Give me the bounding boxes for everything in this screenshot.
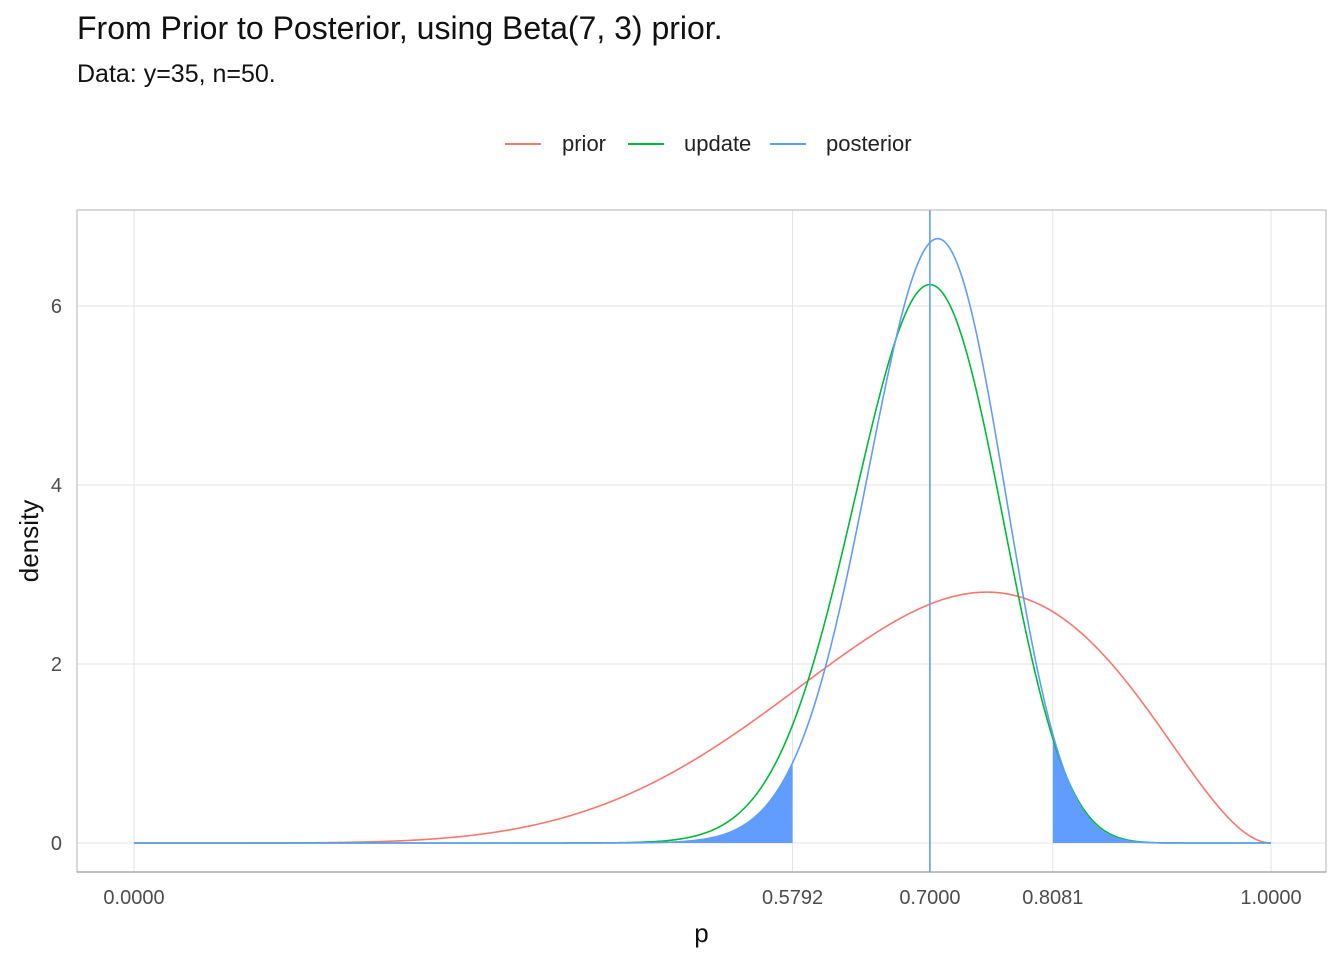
legend-label-posterior: posterior xyxy=(826,131,912,156)
x-axis-title: p xyxy=(694,918,708,948)
series-lines xyxy=(134,210,1272,872)
chart-subtitle: Data: y=35, n=50. xyxy=(77,60,276,88)
x-tick-label: 0.0000 xyxy=(103,887,164,909)
series-line-prior xyxy=(134,591,1272,844)
x-tick-label: 0.7000 xyxy=(899,887,960,909)
lower-tail-area xyxy=(134,762,793,843)
y-axis-title: density xyxy=(14,500,44,582)
x-tick-label: 0.8081 xyxy=(1022,887,1083,909)
upper-tail-area xyxy=(1052,734,1271,843)
legend-key-prior xyxy=(505,143,541,145)
series-line-posterior xyxy=(134,237,1271,844)
panel-frame xyxy=(76,209,1327,873)
legend: prior update posterior xyxy=(0,126,1344,162)
y-tick-labels: 0 2 4 6 xyxy=(51,296,62,855)
x-tick-label: 0.5792 xyxy=(762,887,823,909)
y-tick-label: 0 xyxy=(51,833,62,855)
x-tick-labels: 0.0000 0.5792 0.7000 0.8081 1.0000 xyxy=(103,887,1301,909)
y-tick-label: 4 xyxy=(51,475,62,497)
y-tick-label: 6 xyxy=(51,296,62,318)
series-line-update xyxy=(134,283,1271,844)
gridlines xyxy=(77,210,1326,872)
legend-key-posterior xyxy=(770,143,806,145)
legend-label-update: update xyxy=(684,131,752,156)
legend-label-prior: prior xyxy=(562,131,607,156)
legend-key-update xyxy=(628,143,664,145)
y-tick-label: 2 xyxy=(51,654,62,676)
chart-title: From Prior to Posterior, using Beta(7, 3… xyxy=(77,10,723,46)
x-tick-label: 1.0000 xyxy=(1240,887,1301,909)
panel-border xyxy=(76,209,1327,873)
shaded-tails xyxy=(134,734,1271,843)
